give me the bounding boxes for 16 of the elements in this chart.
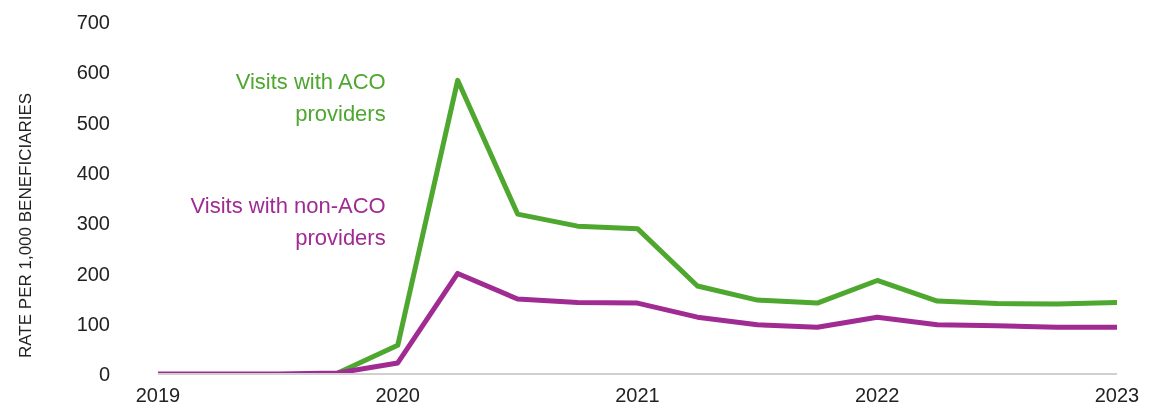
y-tick-label: 400 — [76, 161, 110, 184]
x-tick-label: 2021 — [615, 384, 660, 407]
x-tick-label: 2022 — [855, 384, 900, 407]
y-tick-label: 600 — [76, 61, 110, 84]
y-tick-label: 500 — [76, 111, 110, 134]
y-tick-label: 700 — [76, 11, 110, 34]
x-tick-label: 2019 — [135, 384, 181, 407]
text: Visits with non-ACO providers — [189, 191, 386, 252]
text: Visits with ACO providers — [234, 68, 386, 129]
x-tick-label: 2020 — [375, 384, 420, 407]
y-tick-label: 300 — [76, 212, 110, 235]
y-tick-label: 100 — [76, 312, 110, 335]
x-tick-label: 2023 — [1094, 384, 1140, 407]
y-tick-label: 0 — [98, 363, 110, 386]
y-axis-title: RATE PER 1,000 BENEFICIARIES — [16, 92, 36, 358]
y-tick-label: 200 — [76, 262, 110, 285]
